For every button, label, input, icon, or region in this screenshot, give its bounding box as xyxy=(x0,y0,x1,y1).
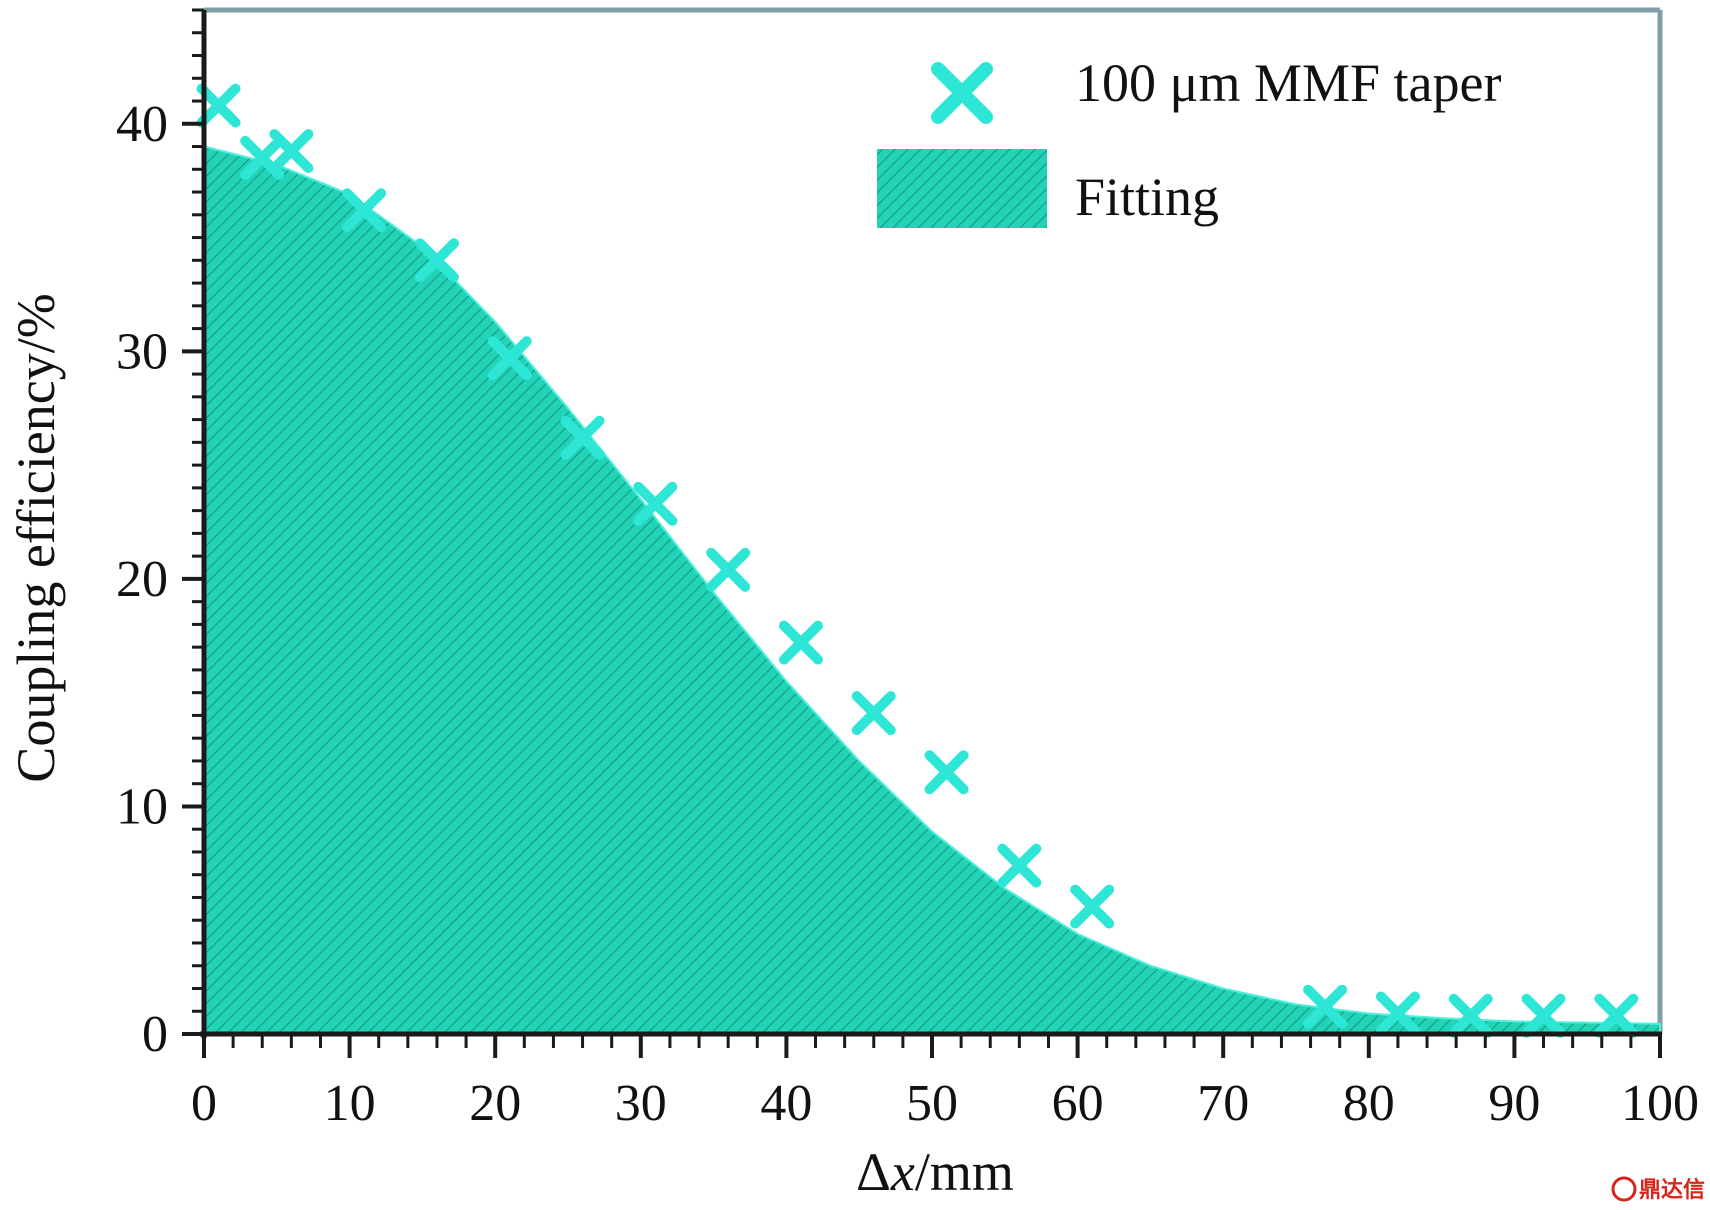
x-tick-label: 80 xyxy=(1343,1075,1395,1132)
legend-fill-swatch xyxy=(877,149,1047,228)
data-point-x-marker xyxy=(851,691,896,736)
data-point-x-marker xyxy=(269,129,314,174)
legend-marker-icon xyxy=(931,62,993,124)
data-point-x-marker xyxy=(487,336,532,381)
data-point-x-marker xyxy=(560,415,605,460)
data-point-x-marker xyxy=(1303,984,1348,1029)
data-point-x-marker xyxy=(924,750,969,795)
data-point-x-marker xyxy=(706,547,751,592)
data-point-x-marker xyxy=(633,481,678,526)
data-point-x-marker xyxy=(414,238,459,283)
legend-label-measured: 100 μm MMF taper xyxy=(1075,53,1501,113)
x-tick-label: 10 xyxy=(324,1075,376,1132)
x-tick-label: 70 xyxy=(1197,1075,1249,1132)
x-tick-label: 30 xyxy=(615,1075,667,1132)
fitting-area xyxy=(203,145,1661,1035)
data-point-x-marker xyxy=(1521,993,1566,1038)
watermark-logo-icon xyxy=(1611,1176,1637,1202)
y-tick-label: 10 xyxy=(116,778,168,835)
x-tick-label: 20 xyxy=(469,1075,521,1132)
data-point-x-marker xyxy=(1448,993,1493,1038)
data-point-x-marker xyxy=(1070,884,1115,929)
legend: 100 μm MMF taper Fitting xyxy=(877,53,1501,228)
data-point-x-marker xyxy=(1594,993,1639,1038)
data-point-x-marker xyxy=(1375,991,1420,1036)
x-tick-label: 50 xyxy=(906,1075,958,1132)
y-axis-title: Coupling efficiency/% xyxy=(6,293,66,782)
y-tick-label: 0 xyxy=(142,1006,168,1063)
legend-label-fitting: Fitting xyxy=(1075,167,1219,227)
x-tick-label: 0 xyxy=(191,1075,217,1132)
x-axis-title: Δx/mm xyxy=(856,1142,1014,1202)
watermark: 鼎达信 xyxy=(1611,1176,1705,1203)
data-point-x-marker xyxy=(778,620,823,665)
y-tick-label: 40 xyxy=(116,96,168,153)
x-tick-label: 60 xyxy=(1052,1075,1104,1132)
x-tick-label: 100 xyxy=(1621,1075,1699,1132)
y-tick-label: 30 xyxy=(116,323,168,380)
watermark-text: 鼎达信 xyxy=(1639,1177,1705,1203)
x-tick-label: 90 xyxy=(1488,1075,1540,1132)
data-point-x-marker xyxy=(997,843,1042,888)
x-tick-label: 40 xyxy=(760,1075,812,1132)
data-point-x-marker xyxy=(196,83,241,128)
data-point-x-marker xyxy=(342,188,387,233)
y-tick-label: 20 xyxy=(116,551,168,608)
